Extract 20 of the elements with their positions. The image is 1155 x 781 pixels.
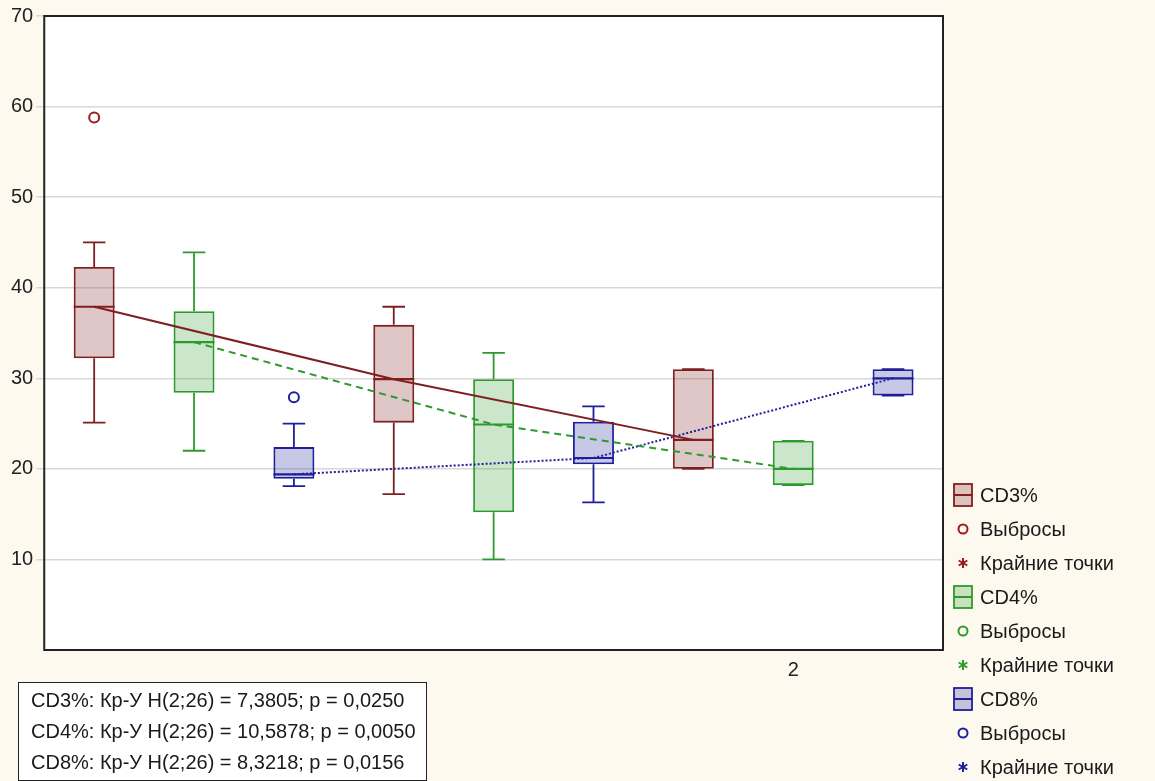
legend-label: CD3% bbox=[980, 483, 1038, 507]
y-tick-label: 60 bbox=[11, 94, 34, 117]
legend-label: Крайние точки bbox=[980, 755, 1114, 779]
y-tick-label: 40 bbox=[11, 275, 34, 298]
legend-label: Выбросы bbox=[980, 517, 1066, 541]
legend-label: Крайние точки bbox=[980, 653, 1114, 677]
y-tick-label: 50 bbox=[11, 184, 34, 207]
legend-label: Крайние точки bbox=[980, 551, 1114, 575]
y-tick-label: 70 bbox=[11, 3, 34, 26]
legend-label: CD8% bbox=[980, 687, 1038, 711]
legend-label: Выбросы bbox=[980, 721, 1066, 745]
legend-label: CD4% bbox=[980, 585, 1038, 609]
text: CD3%: Кр-У H(2;26) = 7,3805; p = 0,0250 bbox=[31, 688, 406, 713]
x-tick-label: 2 bbox=[787, 657, 799, 680]
y-tick-label: 20 bbox=[11, 456, 34, 479]
y-tick-label: 30 bbox=[11, 365, 34, 388]
legend-label: Выбросы bbox=[980, 619, 1066, 643]
text: CD4%: Кр-У H(2;26) = 10,5878; p = 0,0050 bbox=[31, 719, 416, 744]
text: CD8%: Кр-У H(2;26) = 8,3218; p = 0,0156 bbox=[31, 750, 406, 775]
y-tick-label: 10 bbox=[11, 546, 34, 569]
